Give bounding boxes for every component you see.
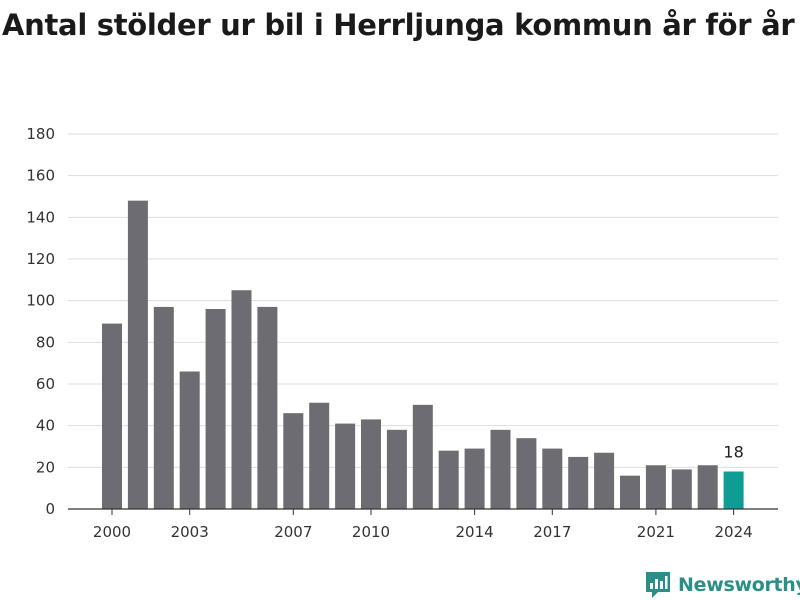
brand-name: Newsworthy <box>678 574 800 596</box>
y-tick-label: 180 <box>26 125 55 143</box>
y-tick-label: 120 <box>26 250 55 268</box>
x-tick-label: 2007 <box>274 523 312 541</box>
bar-2016 <box>516 438 537 509</box>
bar-2001 <box>127 200 148 509</box>
bar-2023 <box>697 465 718 509</box>
x-tick-label: 2000 <box>93 523 131 541</box>
bar-chart: 0 20 40 60 80 100 120 140 160 180 2000 2003 2007 201… <box>26 125 778 541</box>
bar-2022 <box>671 469 692 509</box>
x-tick-label: 2014 <box>456 523 494 541</box>
y-tick-label: 80 <box>36 333 55 351</box>
bar-2024 <box>723 471 744 509</box>
bar-2000 <box>102 323 122 509</box>
bar-2003 <box>179 371 200 509</box>
bar-2007 <box>283 413 304 509</box>
x-tick-label: 2021 <box>637 523 675 541</box>
bar-2009 <box>335 423 356 509</box>
chart-title: Antal stölder ur bil i Herrljunga kommun… <box>2 8 795 42</box>
x-tick-label: 2003 <box>171 523 209 541</box>
y-tick-label: 60 <box>36 375 55 393</box>
bar-2018 <box>568 456 589 509</box>
bar-2006 <box>257 306 278 509</box>
bar-2010 <box>361 419 381 509</box>
bar-2008 <box>309 402 330 509</box>
y-tick-label: 100 <box>26 292 55 310</box>
bar-2011 <box>386 429 407 509</box>
bar-2004 <box>205 309 226 509</box>
bar-2014 <box>464 448 485 509</box>
y-tick-label: 140 <box>26 208 55 226</box>
bar-2017 <box>542 448 563 509</box>
bar-2019 <box>594 452 615 509</box>
y-tick-label: 160 <box>26 167 55 185</box>
newsworthy-logo-icon <box>646 572 670 598</box>
bar-2002 <box>153 306 174 509</box>
bar-2015 <box>490 429 511 509</box>
data-label-2024: 18 <box>723 443 743 462</box>
bar-2005 <box>231 290 252 509</box>
y-axis-labels: 0 20 40 60 80 100 120 140 160 180 <box>26 125 55 518</box>
bar-2013 <box>438 450 459 509</box>
y-tick-label: 40 <box>36 417 55 435</box>
brand-logo: Newsworthy <box>644 570 800 600</box>
y-tick-label: 20 <box>36 458 55 476</box>
bar-2020 <box>620 475 640 509</box>
x-tick-label: 2024 <box>715 523 753 541</box>
data-labels: 18 <box>723 443 743 462</box>
x-tick-label: 2010 <box>352 523 390 541</box>
x-axis-labels: 2000 2003 2007 2010 2014 2017 2021 2024 <box>93 509 753 541</box>
x-tick-label: 2017 <box>533 523 571 541</box>
bar-2012 <box>412 404 433 509</box>
bars <box>102 200 744 509</box>
bar-2021 <box>645 465 666 509</box>
y-tick-label: 0 <box>45 500 55 518</box>
